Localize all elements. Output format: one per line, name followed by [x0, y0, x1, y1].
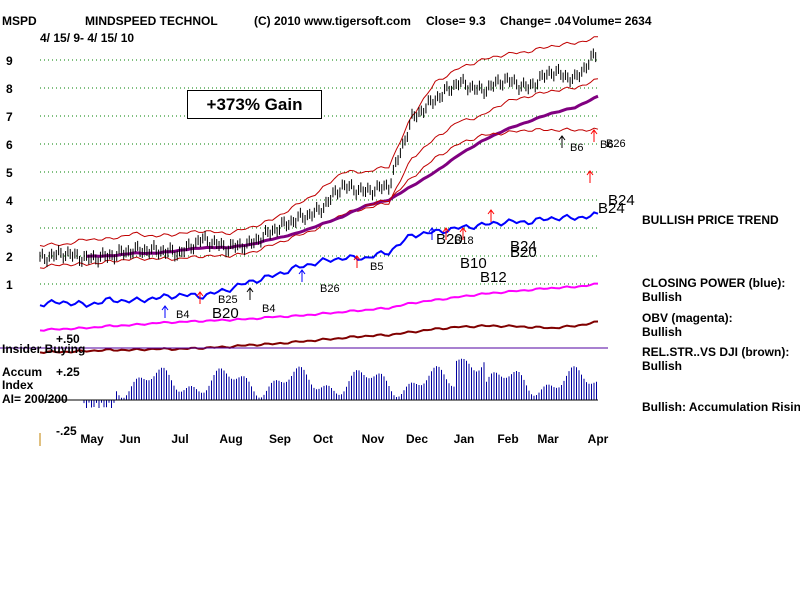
relstr-value: Bullish [642, 359, 683, 373]
obv-line [39, 282, 598, 332]
signal-arrow [586, 170, 594, 183]
axis-ticks: May Jun Jul Aug Sep Oct Nov Dec Jan Feb Mar Apr [80, 432, 608, 446]
signal-arrow [487, 209, 495, 222]
accum-label-1: Accum [2, 365, 43, 379]
company-name: MINDSPEED TECHNOL [85, 14, 218, 28]
date-range: 4/ 15/ 9- 4/ 15/ 10 [40, 31, 135, 45]
signal-arrow [161, 305, 169, 318]
signal-b20: B20 [436, 231, 463, 248]
accum-tick-neg25: -.25 [56, 424, 77, 438]
signal-b20: B20 [212, 305, 239, 322]
signal-arrow [196, 291, 204, 304]
y-tick-7: 7 [6, 110, 13, 124]
closing-power-line [39, 211, 599, 309]
signal-arrow [428, 227, 436, 240]
insider-label: Insider Buying [2, 342, 86, 356]
x-tick-aug: Aug [219, 432, 242, 446]
copyright: (C) 2010 www.tigersoft.com [254, 14, 411, 28]
change-value: Change= .04 [500, 14, 572, 28]
signal-b24-top: B24 [598, 200, 625, 217]
ai-value: AI= 200/200 [2, 392, 68, 406]
accum-tick-50: +.50 [56, 332, 80, 346]
closing-power-label: CLOSING POWER (blue): [642, 276, 786, 290]
signal-b10: B10 [460, 255, 487, 272]
signal-arrow [590, 129, 598, 142]
x-tick-sep: Sep [269, 432, 291, 446]
y-tick-4: 4 [6, 194, 13, 208]
signal-arrow [246, 287, 254, 300]
x-tick-mar: Mar [537, 432, 559, 446]
x-tick-feb: Feb [497, 432, 518, 446]
signal-b24: B24 [510, 238, 537, 255]
signal-b4: B4 [262, 303, 275, 315]
price-trend-label: BULLISH PRICE TREND [642, 213, 779, 227]
signal-arrow [353, 255, 361, 268]
x-tick-oct: Oct [313, 432, 333, 446]
relstr-line [39, 320, 599, 355]
signal-b5: B5 [370, 261, 383, 273]
signal-b18: B18 [454, 235, 474, 247]
signal-b24: B24 [608, 192, 635, 209]
signal-arrow [442, 227, 450, 240]
x-tick-may: May [80, 432, 104, 446]
accum-tick-25: +.25 [56, 365, 80, 379]
upper-band-line [39, 36, 599, 247]
signal-b20: B20 [510, 244, 537, 261]
y-tick-5: 5 [6, 166, 13, 180]
accum-label-2: Index [2, 378, 34, 392]
signal-arrow [459, 227, 467, 240]
y-tick-6: 6 [6, 138, 13, 152]
signal-b6: B6 [570, 142, 583, 154]
obv-value: Bullish [642, 325, 683, 339]
y-tick-8: 8 [6, 82, 13, 96]
signal-b26: B26 [606, 138, 626, 150]
lower-envelope-line [365, 127, 599, 206]
y-tick-2: 2 [6, 250, 13, 264]
moving-average-line [86, 94, 599, 258]
price-series [39, 48, 597, 268]
y-tick-3: 3 [6, 222, 13, 236]
signal-b4: B4 [176, 309, 189, 321]
y-tick-9: 9 [6, 54, 13, 68]
signal-b12: B12 [480, 269, 507, 286]
x-tick-jun: Jun [119, 432, 140, 446]
accumulation-panel [40, 358, 598, 408]
signal-b26: B26 [320, 283, 340, 295]
price-gridlines: 9 8 7 6 5 4 3 2 1 [6, 54, 598, 292]
close-value: Close= 9.3 [426, 14, 486, 28]
gain-box: +373% Gain [187, 90, 322, 119]
closing-power-value: Bullish [642, 290, 683, 304]
obv-label: OBV (magenta): [642, 311, 733, 325]
signal-b6: B6 [600, 139, 613, 151]
x-tick-nov: Nov [362, 432, 385, 446]
x-tick-jan: Jan [454, 432, 475, 446]
signal-arrow [558, 135, 566, 148]
accum-status: Bullish: Accumulation Rising [642, 400, 800, 414]
ticker: MSPD [2, 14, 37, 28]
y-tick-1: 1 [6, 278, 13, 292]
x-tick-jul: Jul [171, 432, 188, 446]
x-tick-dec: Dec [406, 432, 428, 446]
signal-arrow [298, 269, 306, 282]
signal-b25: B25 [218, 294, 238, 306]
volume-value: Volume= 2634 [572, 14, 652, 28]
relstr-label: REL.STR..VS DJI (brown): [642, 345, 790, 359]
x-tick-apr: Apr [588, 432, 609, 446]
